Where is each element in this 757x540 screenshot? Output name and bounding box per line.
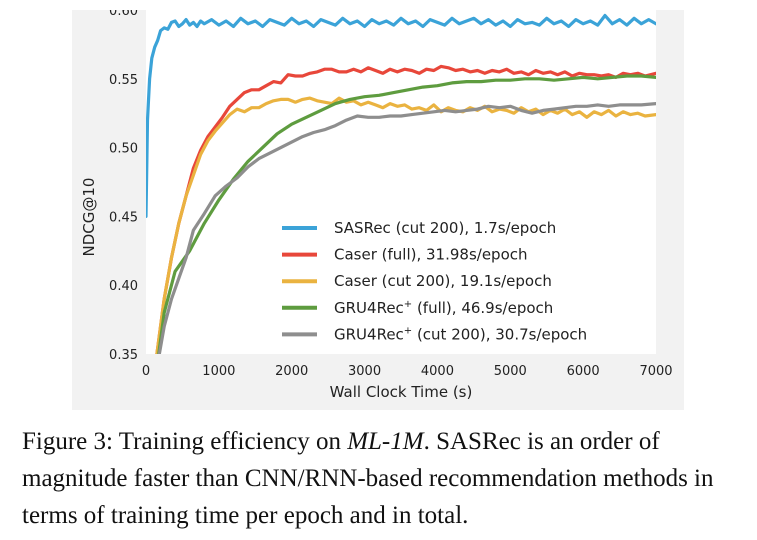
legend-entry-label: GRU4Rec xyxy=(334,299,404,317)
y-tick-label: 0.45 xyxy=(109,210,138,225)
axis-layer: 0 1000 2000 3000 4000 5000 6000 7000 0.35 0.40 0.4… xyxy=(80,10,673,401)
x-tick-label: 5000 xyxy=(494,364,527,379)
series-layer xyxy=(146,13,656,354)
y-axis-label: NDCG@10 xyxy=(80,178,98,257)
legend-entry-label: Caser (full), 31.98s/epoch xyxy=(334,246,528,264)
legend-entry-sup: + xyxy=(404,325,412,336)
x-tick-label: 6000 xyxy=(567,364,600,379)
x-tick-label: 4000 xyxy=(421,364,454,379)
legend-entry-rest: (cut 200), 30.7s/epoch xyxy=(412,325,587,343)
caption-dataset: ML-1M xyxy=(347,428,424,455)
figure-panel: 0 1000 2000 3000 4000 5000 6000 7000 0.35 0.40 0.4… xyxy=(72,10,684,410)
legend-entry-label: GRU4Rec xyxy=(334,325,404,343)
legend-entry-sup: + xyxy=(404,299,412,310)
series-line-4 xyxy=(157,101,656,354)
caption-prefix: Figure 3: Training efficiency on xyxy=(22,428,348,455)
legend-entry-label: SASRec (cut 200), 1.7s/epoch xyxy=(334,219,556,237)
legend-entry: GRU4Rec+ (cut 200), 30.7s/epoch xyxy=(334,325,587,343)
x-axis-label: Wall Clock Time (s) xyxy=(330,383,473,401)
legend-entry-rest: (full), 46.9s/epoch xyxy=(412,299,553,317)
y-tick-label: 0.55 xyxy=(109,73,138,88)
y-tick-label: 0.40 xyxy=(109,279,138,294)
figure-caption: Figure 3: Training efficiency on ML-1M. … xyxy=(22,423,754,534)
x-tick-label: 2000 xyxy=(275,364,308,379)
ndcg-training-time-chart: 0 1000 2000 3000 4000 5000 6000 7000 0.35 0.40 0.4… xyxy=(80,10,673,401)
legend-entry: GRU4Rec+ (full), 46.9s/epoch xyxy=(334,299,553,317)
legend: SASRec (cut 200), 1.7s/epoch Caser (full)… xyxy=(282,219,587,343)
x-tick-label: 7000 xyxy=(639,364,672,379)
series-line-1 xyxy=(155,64,656,354)
y-tick-label: 0.60 xyxy=(109,10,138,19)
series-line-0 xyxy=(146,13,656,218)
x-tick-label: 0 xyxy=(142,364,150,379)
legend-entry: Caser (full), 31.98s/epoch xyxy=(334,246,528,264)
legend-entry-label: Caser (cut 200), 19.1s/epoch xyxy=(334,272,552,290)
x-tick-label: 1000 xyxy=(202,364,235,379)
y-tick-label: 0.50 xyxy=(109,142,138,157)
legend-entry: Caser (cut 200), 19.1s/epoch xyxy=(334,272,552,290)
caption-suffix: . SASRec is an order of magnitude faster… xyxy=(22,428,714,529)
y-tick-label: 0.35 xyxy=(109,348,138,363)
legend-entry: SASRec (cut 200), 1.7s/epoch xyxy=(334,219,556,237)
series-line-2 xyxy=(155,96,656,354)
x-tick-label: 3000 xyxy=(348,364,381,379)
